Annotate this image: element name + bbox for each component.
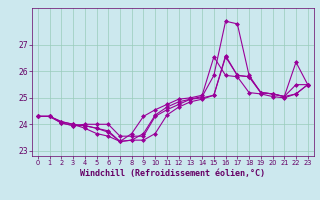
X-axis label: Windchill (Refroidissement éolien,°C): Windchill (Refroidissement éolien,°C) — [80, 169, 265, 178]
